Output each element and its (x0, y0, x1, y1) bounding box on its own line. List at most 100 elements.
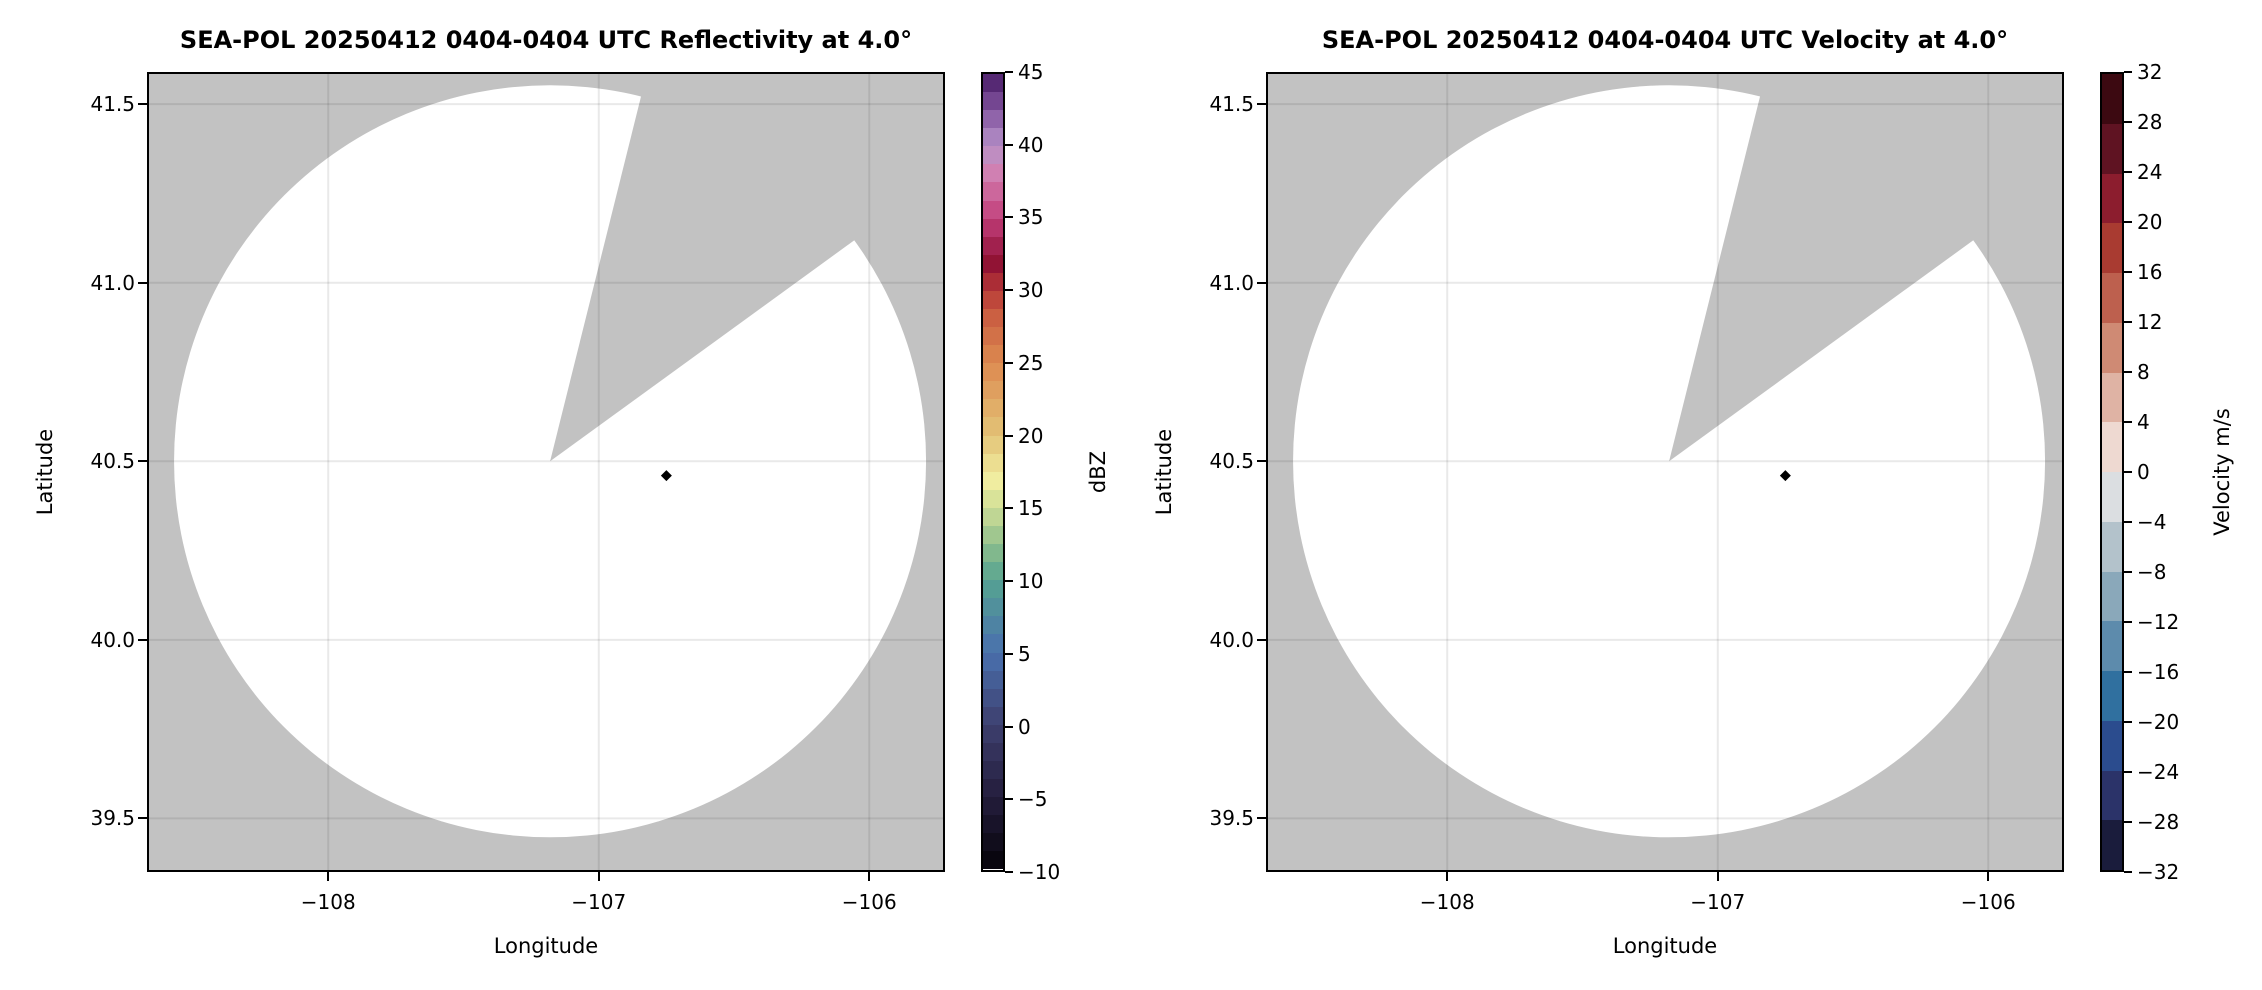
colorbar-tick-label: 30 (1018, 278, 1044, 303)
velocity-colorbar (2100, 72, 2124, 872)
colorbar-band (2102, 372, 2122, 423)
colorbar-tick (2124, 821, 2132, 823)
colorbar-tick (1005, 216, 1013, 219)
colorbar-tick-label: 0 (2137, 460, 2150, 484)
y-tick-label: 41.0 (90, 270, 135, 295)
colorbar-band (983, 272, 1003, 291)
radar-scan-canvas (147, 0, 1036, 872)
colorbar-tick-label: 45 (1018, 60, 1044, 84)
colorbar-tick-label: 4 (2137, 410, 2150, 434)
y-tick-label: 40.5 (90, 449, 135, 474)
colorbar-tick-label: −10 (1018, 860, 1061, 884)
x-tick-label: −107 (571, 890, 627, 914)
colorbar-band (983, 598, 1003, 617)
colorbar-band (983, 92, 1003, 111)
colorbar-tick-label: 16 (2137, 260, 2163, 284)
colorbar-band (2102, 123, 2122, 174)
colorbar-tick-label: 32 (2137, 60, 2163, 84)
x-tick (1446, 872, 1449, 881)
colorbar-band (983, 525, 1003, 545)
colorbar-tick-label: 28 (2137, 110, 2163, 134)
velocity-xlabel: Longitude (1612, 934, 1718, 958)
colorbar-tick (2124, 171, 2132, 173)
colorbar-tick-label: −32 (2137, 860, 2180, 884)
colorbar-band (983, 742, 1003, 761)
colorbar-band (983, 309, 1003, 328)
colorbar-band (983, 652, 1003, 671)
radar-scan-canvas (1266, 0, 2155, 872)
colorbar-tick-label: 15 (1018, 496, 1044, 521)
colorbar-band (983, 580, 1003, 599)
colorbar-band (983, 507, 1003, 526)
colorbar-tick-label: 10 (1018, 569, 1044, 594)
colorbar-band (983, 779, 1003, 798)
colorbar-tick (2124, 521, 2132, 523)
colorbar-tick-label: −16 (2137, 660, 2180, 684)
colorbar-band (2102, 322, 2122, 373)
colorbar-tick-label: −4 (2137, 510, 2167, 534)
colorbar-tick (1005, 871, 1013, 873)
velocity-ylabel: Latitude (1152, 428, 1176, 516)
colorbar-tick (1005, 725, 1013, 728)
colorbar-tick-label: −20 (2137, 710, 2180, 734)
y-tick (138, 638, 147, 641)
colorbar-band (2102, 621, 2122, 671)
blocked-sector-wedge (1669, 0, 2155, 462)
colorbar-band (983, 74, 1003, 93)
colorbar-band (983, 146, 1003, 165)
colorbar-band (983, 833, 1003, 852)
y-tick-label: 40.5 (1209, 449, 1254, 474)
colorbar-tick (2124, 221, 2132, 223)
y-tick-label: 40.0 (90, 627, 135, 652)
y-tick-label: 39.5 (90, 806, 135, 831)
colorbar-tick (2124, 571, 2132, 573)
x-tick-label: −108 (1419, 890, 1475, 914)
x-tick-label: −107 (1690, 890, 1746, 914)
y-tick (1257, 281, 1266, 284)
colorbar-band (983, 797, 1003, 816)
colorbar-tick (1005, 798, 1013, 801)
colorbar-tick (1005, 434, 1013, 437)
colorbar-tick (1005, 652, 1013, 655)
colorbar-band (983, 815, 1003, 834)
y-tick (1257, 817, 1266, 820)
y-tick-label: 41.5 (90, 92, 135, 117)
colorbar-band (2102, 820, 2122, 870)
colorbar-band (2102, 472, 2122, 522)
colorbar-band (983, 182, 1003, 201)
colorbar-band (983, 236, 1003, 255)
colorbar-tick (2124, 671, 2132, 673)
x-tick (597, 872, 600, 881)
colorbar-tick-label: 20 (1018, 423, 1044, 448)
y-tick (1257, 638, 1266, 641)
velocity-colorbar-label: Velocity m/s (2210, 408, 2234, 536)
x-tick (868, 872, 871, 881)
reflectivity-colorbar-label: dBZ (1086, 450, 1110, 494)
x-tick (1987, 872, 1990, 881)
colorbar-band (983, 471, 1003, 490)
colorbar-tick (2124, 421, 2132, 423)
colorbar-band (2102, 571, 2122, 622)
y-tick (1257, 103, 1266, 106)
colorbar-tick-label: 25 (1018, 350, 1044, 375)
y-tick-label: 39.5 (1209, 806, 1254, 831)
colorbar-tick-label: 35 (1018, 205, 1044, 230)
colorbar-tick (2124, 721, 2132, 723)
colorbar-tick-label: −12 (2137, 610, 2180, 634)
colorbar-band (983, 634, 1003, 653)
y-tick (138, 281, 147, 284)
colorbar-band (2102, 720, 2122, 771)
colorbar-tick (2124, 871, 2132, 873)
colorbar-tick-label: 24 (2137, 160, 2163, 184)
colorbar-tick (1005, 580, 1013, 583)
colorbar-band (2102, 273, 2122, 323)
colorbar-band (2102, 223, 2122, 273)
colorbar-band (983, 760, 1003, 780)
colorbar-tick (2124, 471, 2132, 473)
reflectivity-plot-area (147, 0, 1036, 872)
colorbar-tick-label: 8 (2137, 360, 2150, 384)
colorbar-band (983, 164, 1003, 183)
y-tick (138, 103, 147, 106)
colorbar-band (983, 254, 1003, 273)
